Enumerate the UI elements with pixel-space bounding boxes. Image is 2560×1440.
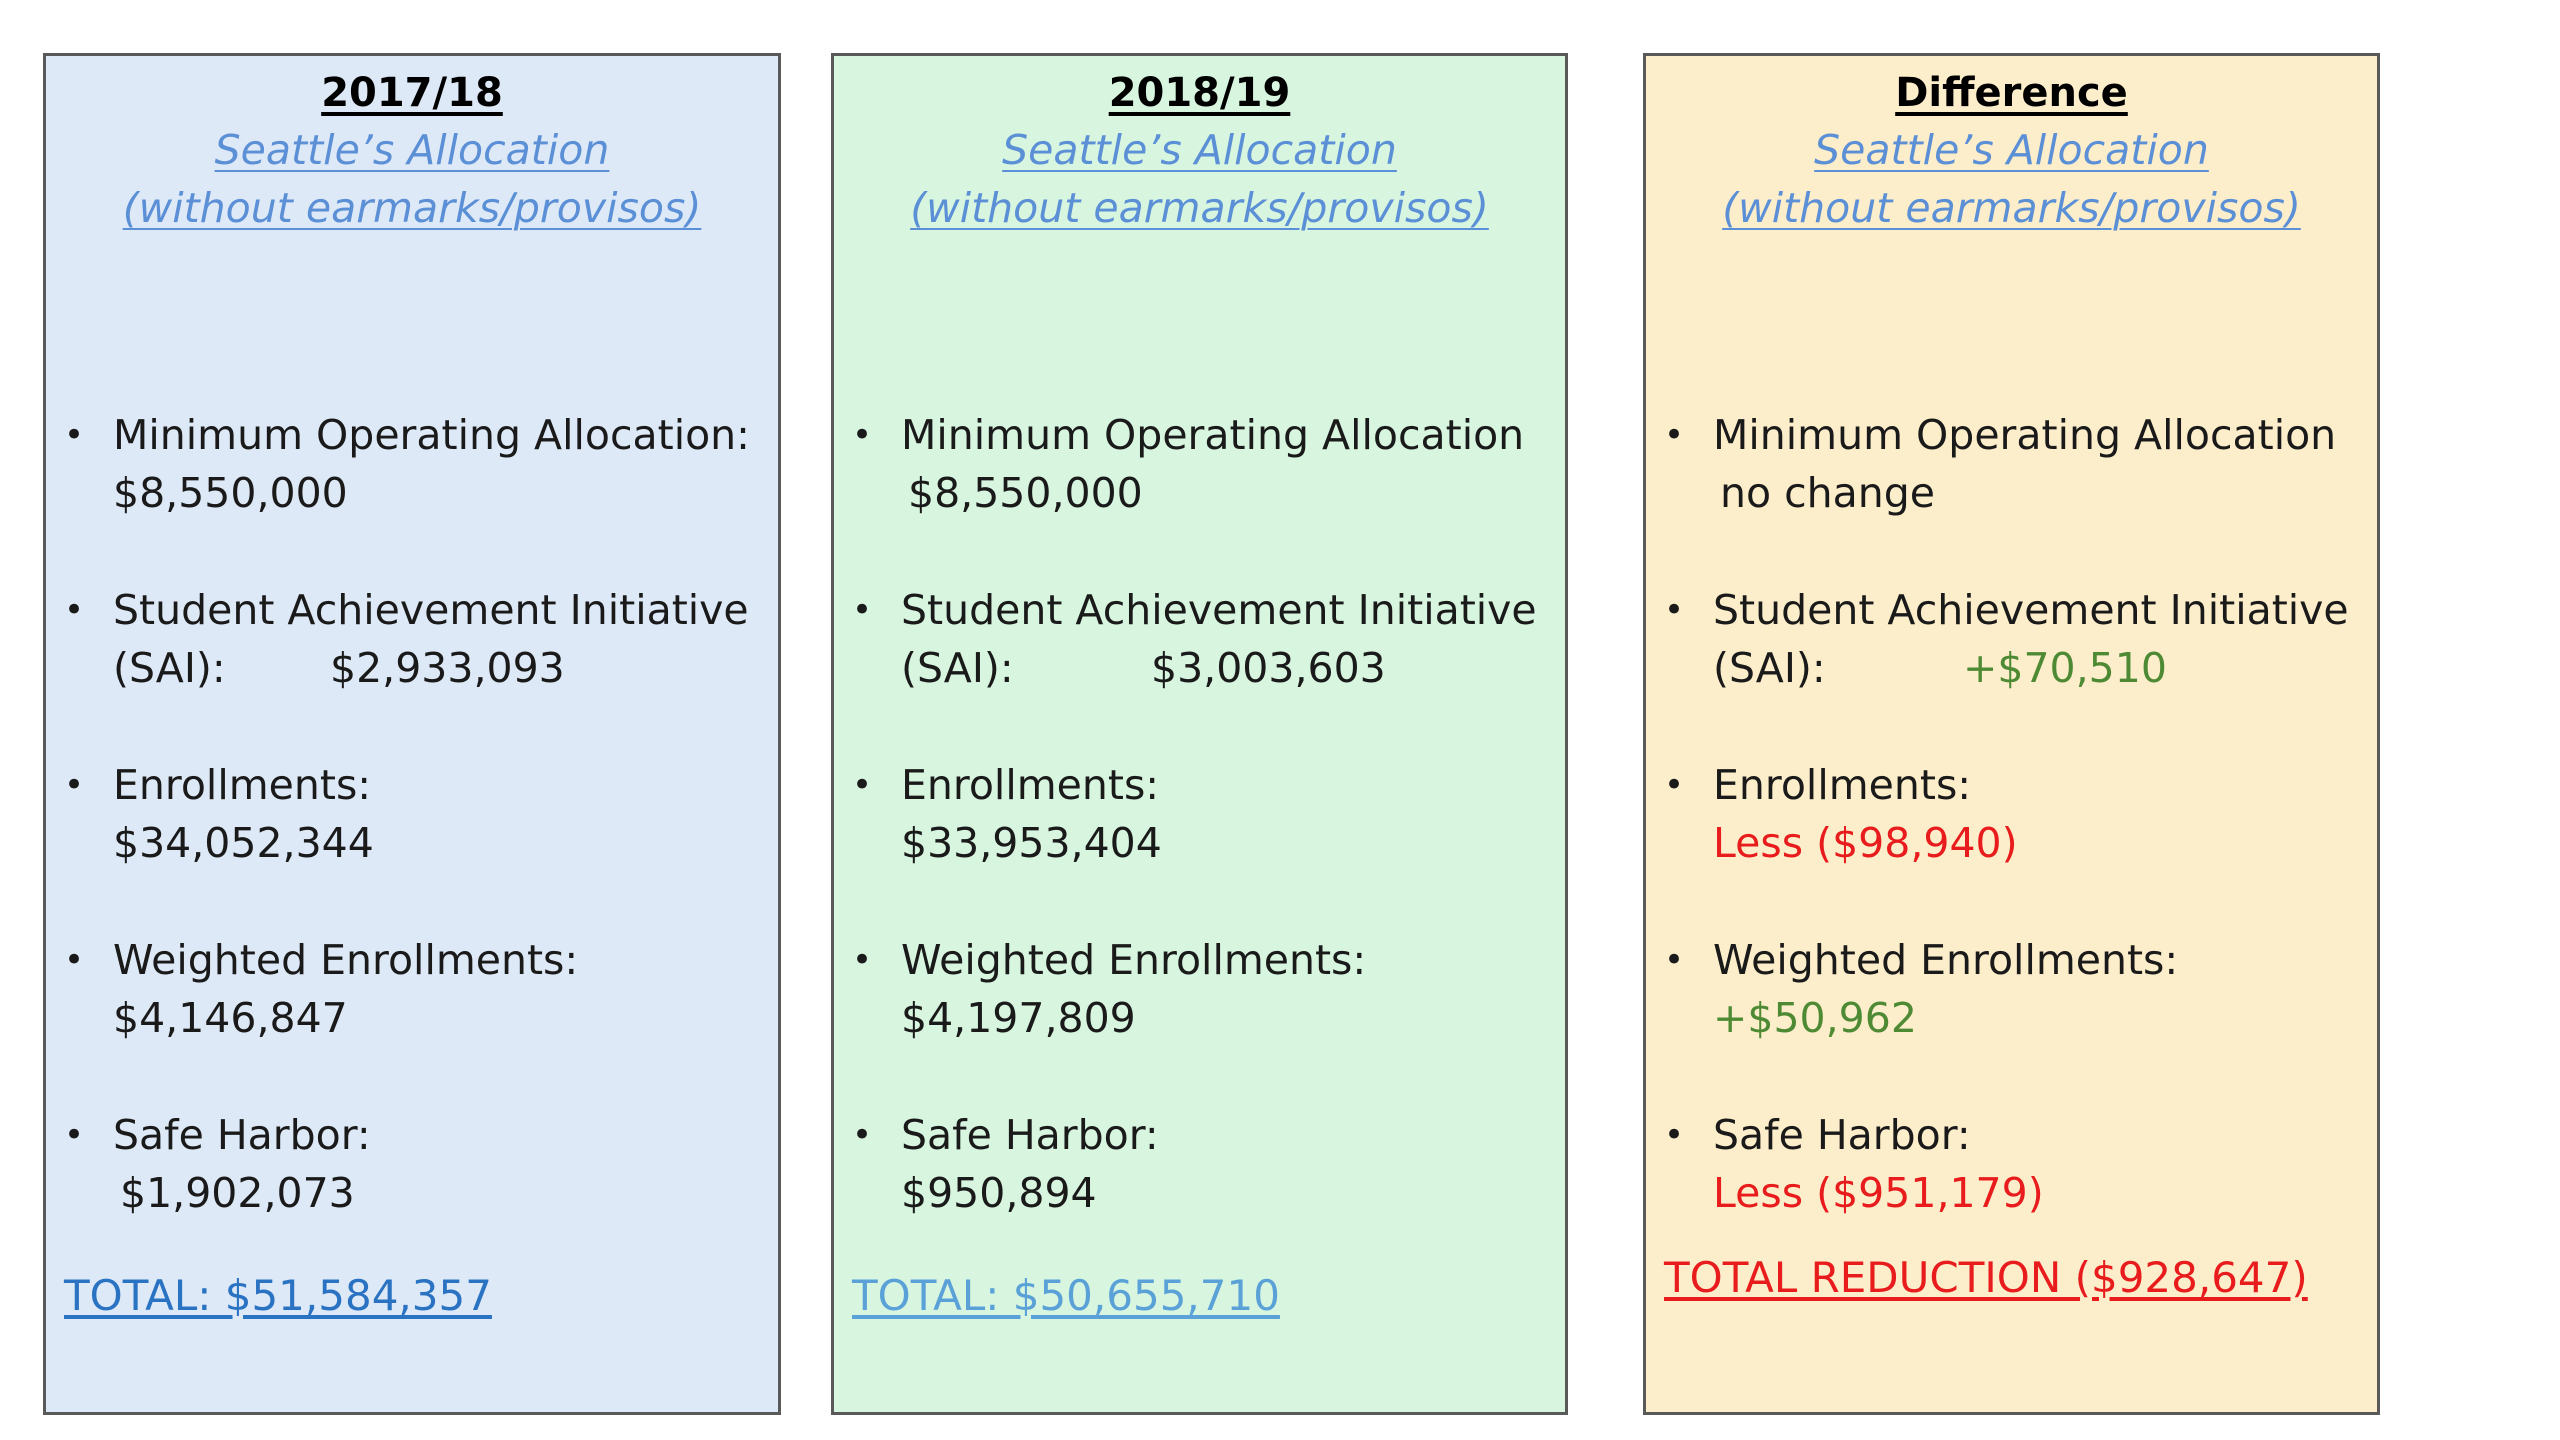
- total-reduction-link[interactable]: TOTAL REDUCTION ($928,647): [1664, 1253, 2308, 1302]
- panel-subtitle-line2: (without earmarks/provisos): [1722, 184, 2301, 232]
- bullet-icon: •: [1664, 1115, 1685, 1155]
- item-value: $3,003,603: [1151, 644, 1386, 692]
- panel-subtitle-line1: Seattle’s Allocation: [214, 126, 610, 174]
- list-item-enrollments: • Enrollments: $33,953,404: [834, 756, 1565, 931]
- list-item-student-achievement-initiative: • Student Achievement Initiative (SAI): $…: [834, 581, 1565, 756]
- bullet-icon: •: [64, 940, 85, 980]
- item-label: Safe Harbor:: [113, 1111, 371, 1159]
- panel-subtitle-line2: (without earmarks/provisos): [910, 184, 1489, 232]
- item-sublabel: (SAI):: [1713, 644, 1826, 692]
- item-value: $950,894: [901, 1169, 1097, 1217]
- item-value: $1,902,073: [120, 1169, 355, 1217]
- allocation-list: • Minimum Operating Allocation: $8,550,0…: [46, 406, 778, 1281]
- panel-difference: Difference Seattle’s Allocation (without…: [1643, 53, 2380, 1415]
- item-value: no change: [1720, 469, 1935, 517]
- list-item-student-achievement-initiative: • Student Achievement Initiative (SAI): +…: [1646, 581, 2377, 756]
- bullet-icon: •: [64, 590, 85, 630]
- total-link[interactable]: TOTAL: $51,584,357: [64, 1271, 492, 1320]
- allocation-list: • Minimum Operating Allocation $8,550,00…: [834, 406, 1565, 1281]
- bullet-icon: •: [852, 590, 873, 630]
- item-label: Enrollments:: [113, 761, 372, 809]
- list-item-safe-harbor: • Safe Harbor: Less ($951,179): [1646, 1106, 2377, 1281]
- bullet-icon: •: [64, 1115, 85, 1155]
- item-label: Weighted Enrollments:: [901, 936, 1367, 984]
- item-value: $8,550,000: [908, 469, 1143, 517]
- item-value: $4,197,809: [901, 994, 1136, 1042]
- item-label: Minimum Operating Allocation: [1713, 411, 2337, 459]
- allocation-list: • Minimum Operating Allocation no change…: [1646, 406, 2377, 1281]
- panel-subtitle-line1: Seattle’s Allocation: [1814, 126, 2209, 174]
- bullet-icon: •: [852, 1115, 873, 1155]
- list-item-minimum-operating-allocation: • Minimum Operating Allocation $8,550,00…: [834, 406, 1565, 581]
- bullet-icon: •: [64, 415, 85, 455]
- panel-2018-19: 2018/19 Seattle’s Allocation (without ea…: [831, 53, 1568, 1415]
- list-item-minimum-operating-allocation: • Minimum Operating Allocation no change: [1646, 406, 2377, 581]
- item-sublabel: (SAI):: [113, 644, 226, 692]
- item-sublabel: (SAI):: [901, 644, 1014, 692]
- list-item-weighted-enrollments: • Weighted Enrollments: $4,197,809: [834, 931, 1565, 1106]
- item-value: $33,953,404: [901, 819, 1162, 867]
- bullet-icon: •: [1664, 940, 1685, 980]
- panel-title: Difference: [1895, 70, 2128, 116]
- panel-subtitle-line1: Seattle’s Allocation: [1002, 126, 1397, 174]
- item-value: $8,550,000: [113, 469, 348, 517]
- item-value: $4,146,847: [113, 994, 348, 1042]
- bullet-icon: •: [64, 765, 85, 805]
- item-label: Safe Harbor:: [1713, 1111, 1971, 1159]
- item-value: Less ($98,940): [1713, 819, 2018, 867]
- list-item-enrollments: • Enrollments: $34,052,344: [46, 756, 778, 931]
- list-item-weighted-enrollments: • Weighted Enrollments: +$50,962: [1646, 931, 2377, 1106]
- panel-title: 2018/19: [1108, 70, 1291, 116]
- bullet-icon: •: [1664, 765, 1685, 805]
- item-label: Minimum Operating Allocation: [901, 411, 1525, 459]
- item-label: Minimum Operating Allocation:: [113, 411, 750, 459]
- item-label: Enrollments:: [1713, 761, 1972, 809]
- item-value: $34,052,344: [113, 819, 374, 867]
- panel-2017-18: 2017/18 Seattle’s Allocation (without ea…: [43, 53, 781, 1415]
- bullet-icon: •: [852, 765, 873, 805]
- item-value: +$70,510: [1963, 644, 2167, 692]
- list-item-enrollments: • Enrollments: Less ($98,940): [1646, 756, 2377, 931]
- item-label: Weighted Enrollments:: [1713, 936, 2179, 984]
- bullet-icon: •: [1664, 415, 1685, 455]
- item-value: +$50,962: [1713, 994, 1917, 1042]
- bullet-icon: •: [1664, 590, 1685, 630]
- list-item-student-achievement-initiative: • Student Achievement Initiative (SAI): $…: [46, 581, 778, 756]
- list-item-weighted-enrollments: • Weighted Enrollments: $4,146,847: [46, 931, 778, 1106]
- item-label: Safe Harbor:: [901, 1111, 1159, 1159]
- item-value: Less ($951,179): [1713, 1169, 2044, 1217]
- list-item-safe-harbor: • Safe Harbor: $1,902,073: [46, 1106, 778, 1281]
- item-label: Student Achievement Initiative: [113, 586, 749, 634]
- list-item-minimum-operating-allocation: • Minimum Operating Allocation: $8,550,0…: [46, 406, 778, 581]
- item-label: Weighted Enrollments:: [113, 936, 579, 984]
- item-label: Student Achievement Initiative: [1713, 586, 2349, 634]
- bullet-icon: •: [852, 415, 873, 455]
- panel-title: 2017/18: [321, 70, 503, 116]
- item-label: Student Achievement Initiative: [901, 586, 1537, 634]
- panel-subtitle-line2: (without earmarks/provisos): [122, 184, 702, 232]
- item-label: Enrollments:: [901, 761, 1160, 809]
- total-link[interactable]: TOTAL: $50,655,710: [852, 1271, 1280, 1320]
- item-value: $2,933,093: [330, 644, 565, 692]
- list-item-safe-harbor: • Safe Harbor: $950,894: [834, 1106, 1565, 1281]
- bullet-icon: •: [852, 940, 873, 980]
